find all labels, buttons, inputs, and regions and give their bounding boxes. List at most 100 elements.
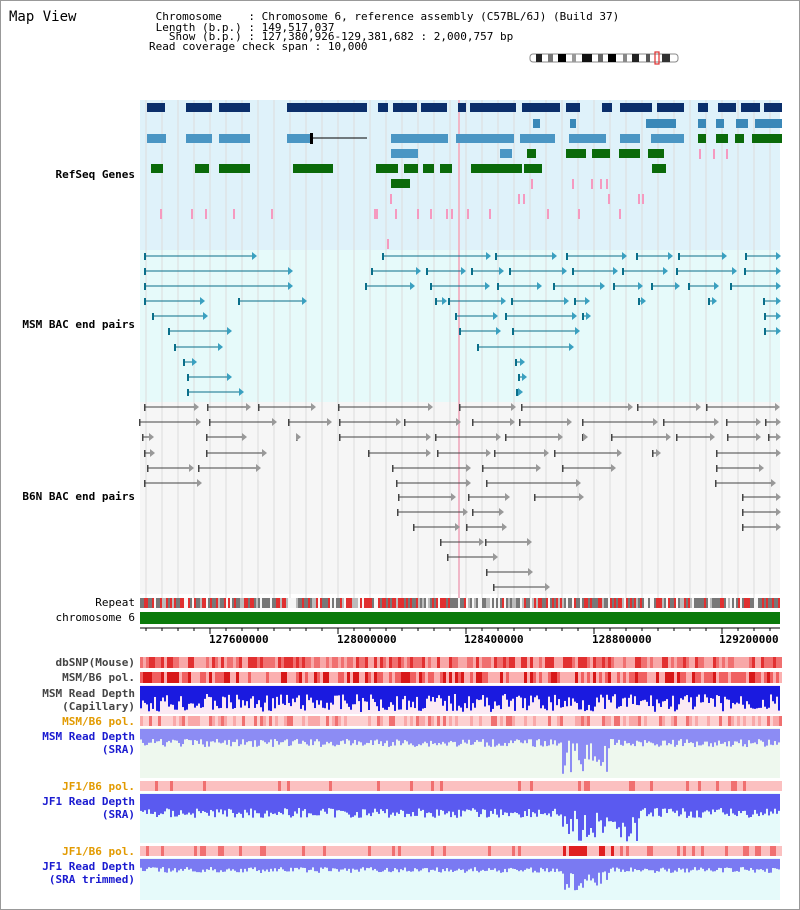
- depth-bar: [334, 729, 336, 747]
- heatmap-cell: [746, 657, 749, 668]
- repeat-element: [632, 598, 634, 608]
- depth-bar: [482, 686, 484, 696]
- depth-bar: [668, 729, 670, 744]
- heatmap-cell: [194, 657, 197, 668]
- depth-bar: [316, 686, 318, 701]
- heatmap-cell: [740, 846, 743, 856]
- depth-bar: [438, 859, 440, 872]
- bac-end: [288, 419, 290, 426]
- gene-mark: [547, 209, 549, 219]
- heatmap-cell: [590, 672, 593, 683]
- repeat-element: [384, 598, 386, 608]
- heatmap-cell: [368, 672, 371, 683]
- depth-bar: [606, 794, 608, 818]
- repeat-element: [778, 598, 780, 608]
- heatmap-cell: [374, 781, 377, 791]
- bac-end-arrow: [756, 433, 761, 441]
- depth-bar: [688, 686, 690, 703]
- depth-bar: [318, 729, 320, 742]
- bac-end-arrow: [218, 343, 223, 351]
- heatmap-cell: [725, 716, 728, 726]
- repeat-element: [376, 598, 378, 608]
- heatmap-cell: [506, 781, 509, 791]
- depth-bar: [234, 794, 236, 818]
- gene-exon: [391, 179, 410, 188]
- heatmap-cell: [671, 672, 674, 683]
- heatmap-cell: [188, 716, 191, 726]
- depth-bar: [546, 859, 548, 869]
- depth-bar: [506, 729, 508, 747]
- repeat-element: [754, 598, 756, 608]
- depth-bar: [206, 859, 208, 870]
- depth-bar: [378, 859, 380, 873]
- depth-bar: [616, 729, 618, 743]
- heatmap-cell: [230, 781, 233, 791]
- repeat-element: [214, 598, 216, 608]
- depth-bar: [156, 729, 158, 742]
- bac-end: [471, 268, 473, 275]
- depth-bar: [260, 859, 262, 873]
- heatmap-cell: [242, 657, 245, 668]
- heatmap-cell: [212, 716, 215, 726]
- heatmap-cell: [659, 781, 662, 791]
- depth-bar: [768, 859, 770, 873]
- depth-bar: [496, 686, 498, 706]
- heatmap-cell: [287, 672, 290, 683]
- depth-bar: [578, 794, 580, 841]
- depth-bar: [210, 794, 212, 810]
- heatmap-cell: [485, 716, 488, 726]
- depth-bar: [424, 794, 426, 818]
- b6n-bac-label[interactable]: B6N BAC end pairs: [22, 490, 135, 503]
- bac-end-arrow: [714, 282, 719, 290]
- msm-bac-label[interactable]: MSM BAC end pairs: [22, 318, 135, 331]
- heatmap-cell: [761, 846, 764, 856]
- heatmap-cell: [545, 781, 548, 791]
- heatmap-cell: [512, 672, 515, 683]
- depth-bar: [444, 729, 446, 744]
- depth-bar: [492, 859, 494, 870]
- heatmap-cell: [539, 672, 542, 683]
- heatmap-cell: [371, 657, 374, 668]
- depth-bar: [478, 729, 480, 742]
- heatmap-cell: [695, 716, 698, 726]
- heatmap-cell: [626, 846, 629, 856]
- depth-bar: [650, 686, 652, 696]
- depth-bar: [574, 686, 576, 702]
- depth-bar: [634, 794, 636, 823]
- bac-end: [485, 539, 487, 546]
- heatmap-cell: [230, 672, 233, 683]
- depth-bar: [592, 794, 594, 833]
- heatmap-cell: [650, 716, 653, 726]
- repeat-element: [274, 598, 276, 608]
- heatmap-cell: [476, 846, 479, 856]
- heatmap-cell: [392, 657, 395, 668]
- heatmap-cell: [548, 781, 551, 791]
- depth-bar: [714, 686, 716, 707]
- heatmap-cell: [215, 781, 218, 791]
- depth-bar: [562, 729, 564, 774]
- heatmap-cell: [365, 716, 368, 726]
- depth-bar: [334, 794, 336, 818]
- depth-bar: [184, 859, 186, 869]
- depth-bar: [194, 729, 196, 741]
- heatmap-cell: [689, 657, 692, 668]
- depth-bar: [426, 686, 428, 699]
- heatmap-cell: [575, 657, 578, 668]
- refseq-genes-label[interactable]: RefSeq Genes: [55, 168, 135, 181]
- depth-bar: [584, 686, 586, 712]
- chromosome-ideogram[interactable]: [528, 51, 682, 65]
- depth-bar: [434, 794, 436, 818]
- heatmap-cell: [239, 672, 242, 683]
- heatmap-cell: [149, 657, 152, 668]
- heatmap-cell: [698, 846, 701, 856]
- depth-bar: [228, 794, 230, 809]
- heatmap-cell: [389, 716, 392, 726]
- heatmap-cell: [236, 781, 239, 791]
- heatmap-cell: [755, 657, 758, 668]
- depth-bar: [296, 859, 298, 868]
- depth-bar: [636, 794, 638, 841]
- depth-bar: [148, 686, 150, 712]
- repeat-element: [570, 598, 572, 608]
- depth-bar: [498, 859, 500, 871]
